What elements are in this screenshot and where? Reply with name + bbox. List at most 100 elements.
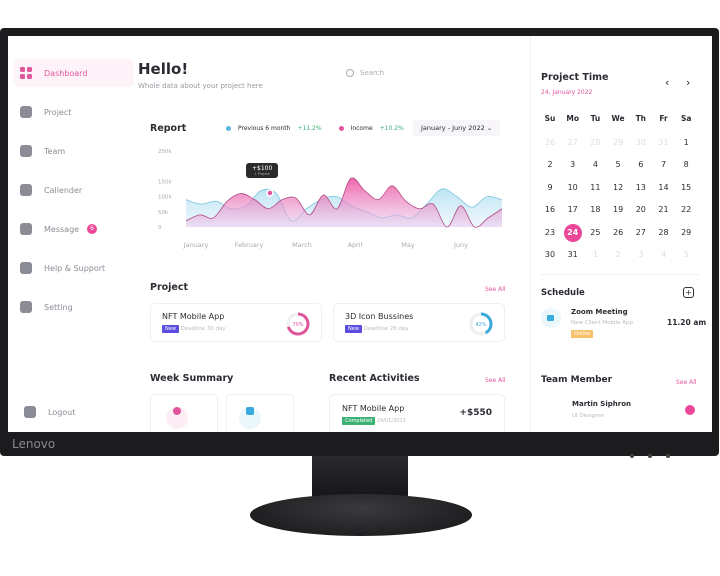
sidebar-item-callender[interactable]: Callender: [14, 176, 134, 204]
page-title: Hello!: [138, 60, 189, 78]
calendar-day[interactable]: 3: [570, 160, 576, 170]
search-icon: [346, 69, 354, 77]
calendar-day[interactable]: 28: [590, 138, 601, 147]
next-month-button[interactable]: ›: [686, 76, 691, 89]
calendar-icon: [20, 184, 32, 196]
projects-see-all-link[interactable]: See All: [485, 286, 506, 293]
sidebar-item-help-support[interactable]: Help & Support: [14, 254, 134, 282]
sidebar-item-team[interactable]: Team: [14, 137, 134, 165]
logout-button[interactable]: Logout: [18, 398, 138, 426]
calendar-day[interactable]: 8: [683, 160, 689, 170]
calendar-day[interactable]: 26: [613, 227, 624, 237]
calendar-day[interactable]: 1: [683, 138, 689, 147]
schedule-item-subtitle: New Client Mobile App: [571, 320, 633, 326]
calendar-day[interactable]: 28: [658, 227, 669, 237]
y-tick-label: 0: [158, 225, 162, 231]
calendar-day[interactable]: 2: [547, 160, 553, 170]
calendar-day[interactable]: 21: [658, 205, 669, 215]
calendar-day[interactable]: 6: [638, 160, 644, 170]
search-input[interactable]: Search: [346, 69, 384, 77]
calendar-day[interactable]: 29: [613, 138, 624, 147]
activity-item[interactable]: NFT Mobile App Completed 24/01/2022 +$55…: [329, 394, 505, 432]
calendar-day[interactable]: 13: [635, 182, 646, 192]
y-tick-label: 50k: [158, 210, 169, 216]
calendar-day[interactable]: 30: [544, 250, 556, 259]
calendar-day[interactable]: 23: [544, 227, 556, 237]
report-title: Report: [150, 123, 187, 134]
member-menu-button[interactable]: [685, 405, 695, 415]
series-line: [185, 177, 503, 228]
weekday-label: Tu: [590, 114, 601, 123]
schedule-item-title: Zoom Meeting: [571, 308, 628, 316]
calendar-day[interactable]: 22: [681, 205, 692, 215]
sidebar-item-dashboard[interactable]: Dashboard: [14, 59, 134, 87]
member-role: UI Designer: [572, 413, 605, 419]
schedule-time: 11.20 am: [667, 318, 707, 327]
calendar-day[interactable]: 3: [638, 250, 644, 259]
calendar-day[interactable]: 27: [567, 138, 578, 147]
calendar-day[interactable]: 29: [681, 227, 692, 237]
calendar-day[interactable]: 30: [635, 138, 646, 147]
calendar-day[interactable]: 15: [681, 182, 692, 192]
weekday-label: We: [611, 114, 625, 123]
add-schedule-button[interactable]: +: [683, 287, 694, 298]
calendar-day[interactable]: 17: [567, 205, 578, 215]
calendar-day[interactable]: 12: [613, 182, 624, 192]
calendar-day[interactable]: 20: [635, 205, 646, 215]
team-icon: [20, 145, 32, 157]
calendar-day[interactable]: 16: [544, 205, 556, 215]
weekday-label: Su: [544, 114, 556, 123]
chevron-down-icon: ⌄: [486, 124, 493, 132]
video-icon: [541, 308, 561, 328]
calendar-day[interactable]: 5: [683, 250, 689, 259]
progress-ring: 42%: [469, 312, 493, 336]
calendar-day[interactable]: 4: [592, 160, 598, 170]
calendar-day[interactable]: 2: [615, 250, 621, 259]
series-area: [186, 177, 502, 228]
y-tick-label: 150k: [158, 179, 172, 185]
summary-card[interactable]: [150, 394, 218, 432]
recent-see-all-link[interactable]: See All: [485, 377, 506, 384]
tooltip-point: [266, 189, 274, 197]
calendar-day[interactable]: 31: [567, 250, 578, 259]
project-card[interactable]: NFT Mobile App New Deadline 30 day 70%: [150, 303, 322, 342]
sidebar-item-message[interactable]: Message 6: [14, 215, 134, 243]
calendar-day[interactable]: 31: [658, 138, 669, 147]
project-card[interactable]: 3D Icon Bussines New Deadline 26 day 42%: [333, 303, 505, 342]
prev-month-button[interactable]: ‹: [665, 76, 670, 89]
summary-card[interactable]: [226, 394, 294, 432]
calendar-day[interactable]: 11: [590, 182, 601, 192]
page-subtitle: Whole data about your project here: [138, 82, 263, 90]
date-range-dropdown[interactable]: January - Juny 2022 ⌄: [413, 120, 501, 136]
weekday-label: Th: [635, 114, 647, 123]
team-see-all-link[interactable]: See All: [676, 379, 697, 386]
briefcase-icon: [20, 106, 32, 118]
x-tick-label: May: [401, 241, 415, 249]
chart-legend: Previous 6 month +11.2% Income +10.2%: [226, 125, 404, 132]
recent-activities-title: Recent Activities: [329, 373, 420, 384]
calendar-day[interactable]: 9: [547, 182, 553, 192]
monitor-stand-base: [250, 494, 472, 536]
calendar-day[interactable]: 4: [660, 250, 667, 259]
logout-icon: [24, 406, 36, 418]
calendar-day[interactable]: 10: [567, 182, 578, 192]
svg-text:70%: 70%: [292, 322, 303, 328]
calendar-day[interactable]: 5: [615, 160, 621, 170]
report-chart: 250k 150k 100k 50k 0 January February March Apri…: [158, 149, 503, 249]
schedule-title: Schedule: [541, 288, 585, 298]
calendar-day[interactable]: 1: [592, 250, 598, 259]
svg-text:42%: 42%: [475, 322, 486, 328]
calendar-day[interactable]: 24: [563, 223, 582, 242]
calendar-day[interactable]: 7: [660, 160, 667, 170]
sidebar-item-project[interactable]: Project: [14, 98, 134, 126]
week-summary-title: Week Summary: [150, 373, 234, 384]
sidebar-item-setting[interactable]: Setting: [14, 293, 134, 321]
calendar-day[interactable]: 19: [613, 205, 624, 215]
weekday-label: Fr: [659, 114, 668, 123]
calendar-day[interactable]: 26: [544, 138, 556, 147]
calendar-day[interactable]: 25: [590, 227, 601, 237]
x-tick-label: March: [292, 241, 312, 249]
calendar-day[interactable]: 18: [590, 205, 601, 215]
calendar-day[interactable]: 14: [658, 182, 669, 192]
calendar-day[interactable]: 27: [635, 227, 646, 237]
